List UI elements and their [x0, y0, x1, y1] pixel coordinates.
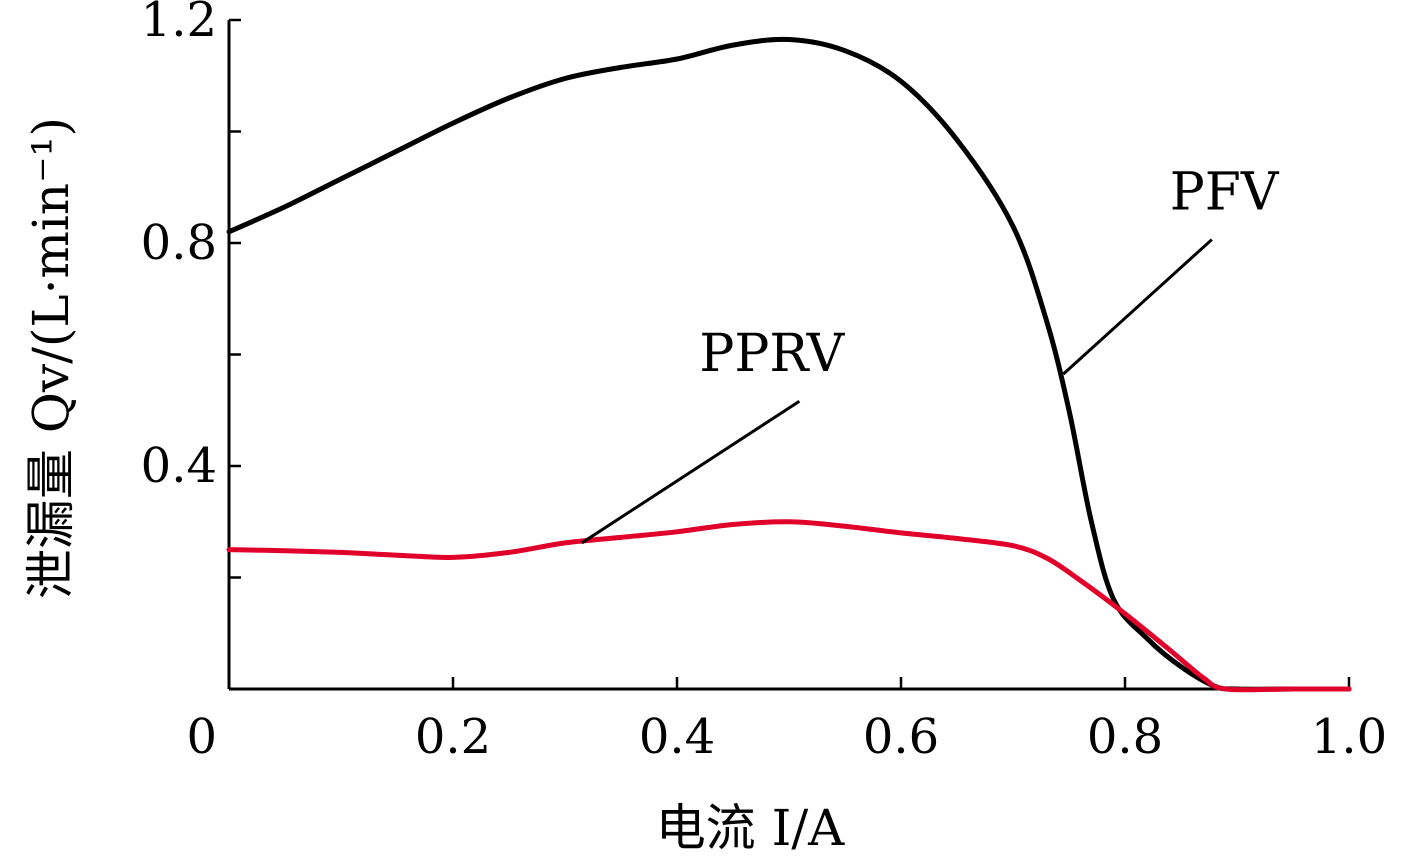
series-label-pprv: PPRV: [699, 324, 845, 384]
series-label-pfv: PFV: [1170, 163, 1280, 223]
x-tick-label: 0.8: [1087, 709, 1163, 765]
axes: 0.4 0.8 1.2 0 0.2 0.4 0.6 0.8 1.0: [141, 0, 1388, 765]
y-tick-label: 0.4: [141, 438, 217, 494]
x-tick-label: 0: [186, 709, 217, 765]
y-axis-title: 泄漏量 Qv/(L·min⁻¹): [22, 117, 80, 599]
leader-line-pprv: [580, 399, 801, 545]
series-line-pfv: [226, 36, 1352, 692]
y-tick-label: 1.2: [141, 0, 217, 48]
annotations: PFV PPRV: [580, 163, 1280, 545]
leader-line-pfv: [1062, 238, 1213, 376]
x-tick-label: 0.4: [639, 709, 715, 765]
x-tick-label: 0.2: [415, 709, 491, 765]
x-axis-title: 电流 I/A: [656, 799, 845, 853]
y-tick-label: 0.8: [141, 215, 217, 271]
series-line-pprv: [226, 519, 1352, 693]
x-tick-label: 1.0: [1311, 709, 1387, 765]
series-lines: [226, 36, 1352, 693]
x-tick-label: 0.6: [863, 709, 939, 765]
axis-titles: 电流 I/A 泄漏量 Qv/(L·min⁻¹): [22, 117, 845, 857]
